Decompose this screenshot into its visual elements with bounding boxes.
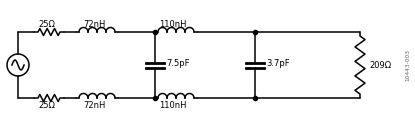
Text: 3.7pF: 3.7pF <box>266 59 290 67</box>
Text: 10443-003: 10443-003 <box>405 49 410 81</box>
Text: 25Ω: 25Ω <box>39 101 56 110</box>
Text: 25Ω: 25Ω <box>39 20 56 29</box>
Text: 7.5pF: 7.5pF <box>166 59 190 67</box>
Text: 72nH: 72nH <box>83 20 105 29</box>
Text: 110nH: 110nH <box>159 101 187 110</box>
Text: 72nH: 72nH <box>83 101 105 110</box>
Text: 110nH: 110nH <box>159 20 187 29</box>
Text: 209Ω: 209Ω <box>369 61 391 70</box>
